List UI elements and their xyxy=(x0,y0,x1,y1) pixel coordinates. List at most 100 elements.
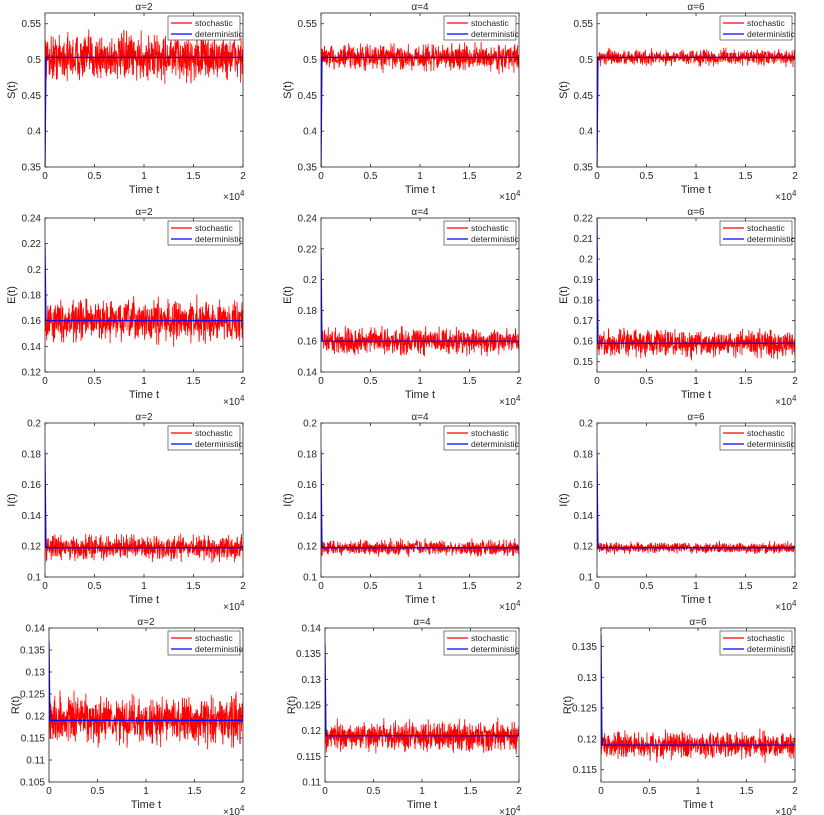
y-tick-label: 0.16 xyxy=(298,337,318,348)
series-line-stochastic xyxy=(45,450,243,564)
subplot-title: α=6 xyxy=(687,2,705,13)
series-line-stochastic xyxy=(45,29,243,167)
y-axis-label: S(t) xyxy=(282,81,294,99)
y-tick-label: 0.24 xyxy=(298,214,318,225)
x-tick-label: 0 xyxy=(42,581,48,592)
x-tick-label: 0.5 xyxy=(643,786,657,797)
x-tick-label: 1.5 xyxy=(464,786,478,797)
subplot-4: 0 0.5 1 1.5 2 0.12 0.14 0.16 0.18 0.2 0.22 0.24 α=2 T… xyxy=(6,207,246,408)
y-tick-label: 0.22 xyxy=(298,244,318,255)
legend-label-stochastic: stochastic xyxy=(471,428,510,438)
y-tick-label: 0.16 xyxy=(298,480,318,491)
x-tick-label: 0 xyxy=(598,786,604,797)
y-tick-label: 0.135 xyxy=(572,642,597,653)
legend-label-stochastic: stochastic xyxy=(195,428,234,438)
x-tick-label: 0 xyxy=(594,376,600,387)
y-tick-label: 0.18 xyxy=(22,291,42,302)
y-tick-label: 0.2 xyxy=(303,419,317,430)
x-exponent-label: ×104 xyxy=(775,599,797,613)
subplot-10: 0 0.5 1 1.5 2 0.105 0.11 0.115 0.12 0.125 0.13 0.13… xyxy=(10,617,246,815)
y-axis-label: E(t) xyxy=(282,286,294,304)
x-tick-label: 2 xyxy=(792,786,798,797)
series-line-stochastic xyxy=(321,41,519,167)
y-tick-label: 0.14 xyxy=(22,342,42,353)
y-tick-label: 0.125 xyxy=(572,704,597,715)
legend-label-stochastic: stochastic xyxy=(747,633,786,643)
x-tick-label: 1 xyxy=(141,376,147,387)
x-axis-label: Time t xyxy=(407,799,437,811)
y-tick-label: 0.13 xyxy=(578,673,598,684)
y-tick-label: 0.45 xyxy=(574,91,594,102)
legend-box xyxy=(167,425,241,451)
x-exponent-base: ×10 xyxy=(499,397,516,408)
x-tick-label: 1.5 xyxy=(739,581,753,592)
x-tick-label: 0.5 xyxy=(88,376,102,387)
x-exponent-base: ×10 xyxy=(775,397,792,408)
y-tick-label: 0.11 xyxy=(302,778,321,789)
x-tick-label: 1 xyxy=(693,376,699,387)
y-tick-label: 0.12 xyxy=(574,542,594,553)
y-tick-label: 0.55 xyxy=(574,19,594,30)
legend-label-stochastic: stochastic xyxy=(747,428,786,438)
legend-label-deterministic: deterministic xyxy=(471,234,519,244)
x-tick-label: 1.5 xyxy=(740,786,754,797)
x-tick-label: 0.5 xyxy=(88,171,102,182)
y-tick-label: 0.115 xyxy=(21,734,46,745)
x-tick-label: 1.5 xyxy=(463,171,477,182)
x-exponent-power: 4 xyxy=(516,394,521,403)
x-exponent-power: 4 xyxy=(792,189,797,198)
y-tick-label: 0.5 xyxy=(27,55,41,66)
x-tick-label: 1 xyxy=(693,171,699,182)
legend-label-deterministic: deterministic xyxy=(747,29,795,39)
y-tick-label: 0.4 xyxy=(303,127,317,138)
legend-label-stochastic: stochastic xyxy=(195,633,234,643)
x-tick-label: 0 xyxy=(594,171,600,182)
legend-label-deterministic: deterministic xyxy=(471,644,519,654)
x-exponent-label: ×104 xyxy=(223,599,245,613)
x-exponent-power: 4 xyxy=(240,394,245,403)
y-tick-label: 0.17 xyxy=(574,316,594,327)
legend-label-deterministic: deterministic xyxy=(195,644,243,654)
x-tick-label: 0 xyxy=(318,581,324,592)
x-tick-label: 2 xyxy=(516,171,522,182)
x-tick-label: 0 xyxy=(318,376,324,387)
x-exponent-power: 4 xyxy=(792,394,797,403)
subplot-title: α=2 xyxy=(135,207,153,218)
series-line-stochastic xyxy=(49,641,243,750)
y-tick-label: 0.18 xyxy=(574,296,594,307)
x-axis-label: Time t xyxy=(129,184,159,196)
x-tick-label: 0.5 xyxy=(88,581,102,592)
y-tick-label: 0.5 xyxy=(579,55,593,66)
series-line-stochastic xyxy=(601,634,795,764)
y-axis-label: S(t) xyxy=(6,81,18,99)
x-exponent-power: 4 xyxy=(240,599,245,608)
x-axis-label: Time t xyxy=(405,389,435,401)
x-exponent-base: ×10 xyxy=(223,807,240,815)
y-tick-label: 0.125 xyxy=(20,690,45,701)
y-tick-label: 0.18 xyxy=(22,449,42,460)
y-tick-label: 0.12 xyxy=(302,726,322,737)
x-tick-label: 2 xyxy=(516,581,522,592)
legend-label-deterministic: deterministic xyxy=(471,439,519,449)
x-exponent-base: ×10 xyxy=(775,192,792,203)
subplot-title: α=6 xyxy=(687,207,705,218)
x-tick-label: 0.5 xyxy=(640,581,654,592)
x-exponent-base: ×10 xyxy=(775,602,792,613)
y-tick-label: 0.2 xyxy=(27,265,41,276)
x-exponent-label: ×104 xyxy=(499,804,521,815)
legend-label-stochastic: stochastic xyxy=(471,633,510,643)
legend-box xyxy=(719,15,793,41)
x-exponent-base: ×10 xyxy=(775,807,792,815)
y-tick-label: 0.15 xyxy=(574,357,594,368)
x-tick-label: 1.5 xyxy=(187,581,201,592)
x-tick-label: 1.5 xyxy=(187,376,201,387)
x-axis-label: Time t xyxy=(405,594,435,606)
x-tick-label: 1 xyxy=(417,376,423,387)
y-tick-label: 0.14 xyxy=(22,511,42,522)
x-axis-label: Time t xyxy=(683,799,713,811)
